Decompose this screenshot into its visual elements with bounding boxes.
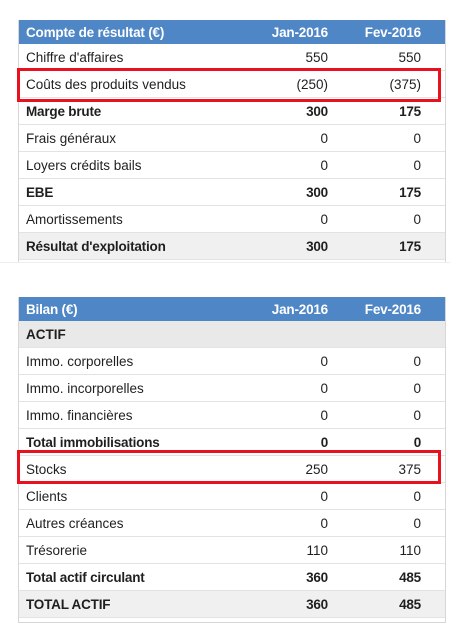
- row-label: Clients: [19, 482, 252, 510]
- row-label: Total immobilisations: [19, 428, 252, 456]
- table-row: Immo. financières 0 0: [19, 401, 445, 429]
- value-jan: 250: [252, 455, 346, 483]
- income-statement-table: Compte de résultat (€) Jan-2016 Fev-2016…: [19, 20, 445, 260]
- balance-sheet-panel: Bilan (€) Jan-2016 Fev-2016 ACTIF Immo. …: [18, 297, 446, 623]
- value-fev: 0: [346, 509, 445, 537]
- row-label: Autres créances: [19, 509, 252, 537]
- value-fev: 0: [346, 205, 445, 233]
- value-fev: 0: [346, 428, 445, 456]
- table-row: Total immobilisations 0 0: [19, 428, 445, 456]
- row-label: Trésorerie: [19, 536, 252, 564]
- value-jan: (250): [252, 70, 346, 98]
- row-label: Total actif circulant: [19, 563, 252, 591]
- table-header: Compte de résultat (€) Jan-2016 Fev-2016: [19, 20, 445, 44]
- row-label: Immo. corporelles: [19, 347, 252, 375]
- value-fev: (375): [346, 70, 445, 98]
- table-row: Total actif circulant 360 485: [19, 563, 445, 591]
- table-row: Marge brute 300 175: [19, 97, 445, 125]
- table-header: Bilan (€) Jan-2016 Fev-2016: [19, 297, 445, 321]
- table-row: Trésorerie 110 110: [19, 536, 445, 564]
- value-fev: 175: [346, 178, 445, 206]
- value-fev: 0: [346, 151, 445, 179]
- value-jan: 0: [252, 151, 346, 179]
- value-fev: 175: [346, 97, 445, 125]
- row-label: Chiffre d'affaires: [19, 44, 252, 71]
- table-row: Clients 0 0: [19, 482, 445, 510]
- row-label: TOTAL ACTIF: [19, 590, 252, 618]
- value-jan: 0: [252, 374, 346, 402]
- value-fev: 485: [346, 563, 445, 591]
- value-jan: 110: [252, 536, 346, 564]
- value-fev: 110: [346, 536, 445, 564]
- value-jan: 300: [252, 232, 346, 260]
- row-label: Coûts des produits vendus: [19, 70, 252, 98]
- table-row: Stocks 250 375: [19, 455, 445, 483]
- column-header-fev: Fev-2016: [346, 20, 445, 44]
- value-jan: 0: [252, 509, 346, 537]
- value-jan: 300: [252, 178, 346, 206]
- value-fev: 0: [346, 482, 445, 510]
- table-row: Autres créances 0 0: [19, 509, 445, 537]
- table-row: Immo. incorporelles 0 0: [19, 374, 445, 402]
- value-jan: 300: [252, 97, 346, 125]
- table-row: Frais généraux 0 0: [19, 124, 445, 152]
- value-jan: 0: [252, 482, 346, 510]
- value-fev: 0: [346, 374, 445, 402]
- value-fev: 0: [346, 347, 445, 375]
- section-label: ACTIF: [19, 321, 445, 348]
- table-row: Immo. corporelles 0 0: [19, 347, 445, 375]
- value-fev: 175: [346, 232, 445, 260]
- balance-sheet-table: Bilan (€) Jan-2016 Fev-2016 ACTIF Immo. …: [19, 297, 445, 618]
- row-label: Frais généraux: [19, 124, 252, 152]
- value-jan: 0: [252, 205, 346, 233]
- value-fev: 550: [346, 44, 445, 71]
- row-label: EBE: [19, 178, 252, 206]
- row-label: Immo. financières: [19, 401, 252, 429]
- table-row: TOTAL ACTIF 360 485: [19, 590, 445, 618]
- row-label: Stocks: [19, 455, 252, 483]
- value-jan: 360: [252, 563, 346, 591]
- value-jan: 360: [252, 590, 346, 618]
- column-header-jan: Jan-2016: [252, 297, 346, 321]
- table-row: Loyers crédits bails 0 0: [19, 151, 445, 179]
- table-row: Coûts des produits vendus (250) (375): [19, 70, 445, 98]
- table-row: Amortissements 0 0: [19, 205, 445, 233]
- column-header-jan: Jan-2016: [252, 20, 346, 44]
- table-row: Résultat d'exploitation 300 175: [19, 232, 445, 260]
- value-fev: 0: [346, 401, 445, 429]
- row-label: Loyers crédits bails: [19, 151, 252, 179]
- value-jan: 0: [252, 124, 346, 152]
- value-fev: 0: [346, 124, 445, 152]
- table-title: Compte de résultat (€): [19, 20, 252, 44]
- value-jan: 550: [252, 44, 346, 71]
- column-header-fev: Fev-2016: [346, 297, 445, 321]
- income-statement-panel: Compte de résultat (€) Jan-2016 Fev-2016…: [18, 20, 446, 263]
- section-divider: [0, 262, 450, 263]
- row-label: Marge brute: [19, 97, 252, 125]
- row-label: Résultat d'exploitation: [19, 232, 252, 260]
- value-jan: 0: [252, 428, 346, 456]
- table-row: Chiffre d'affaires 550 550: [19, 44, 445, 71]
- row-label: Immo. incorporelles: [19, 374, 252, 402]
- section-row: ACTIF: [19, 321, 445, 348]
- table-row: EBE 300 175: [19, 178, 445, 206]
- value-fev: 375: [346, 455, 445, 483]
- table-title: Bilan (€): [19, 297, 252, 321]
- row-label: Amortissements: [19, 205, 252, 233]
- value-jan: 0: [252, 347, 346, 375]
- value-fev: 485: [346, 590, 445, 618]
- value-jan: 0: [252, 401, 346, 429]
